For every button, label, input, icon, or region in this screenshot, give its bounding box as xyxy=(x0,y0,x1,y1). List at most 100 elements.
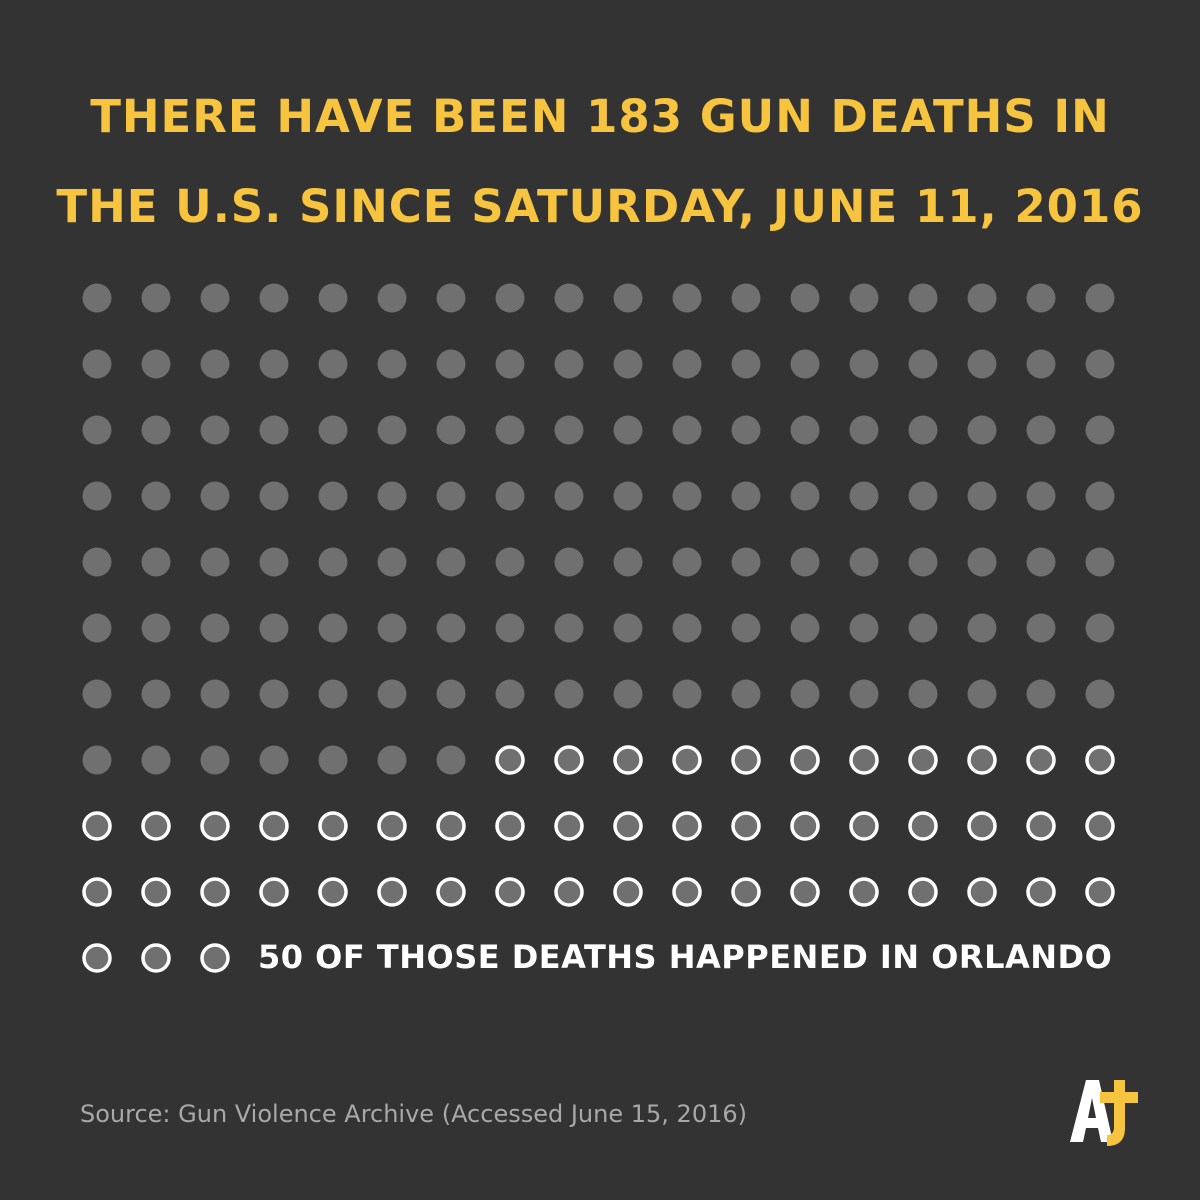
dot-orlando xyxy=(733,813,759,839)
dot-orlando xyxy=(202,945,228,971)
dot-orlando xyxy=(674,813,700,839)
dot-orlando xyxy=(733,879,759,905)
dot-other xyxy=(201,680,230,709)
dot-other xyxy=(732,350,761,379)
dot-other xyxy=(673,350,702,379)
dot-other xyxy=(201,746,230,775)
dot-other xyxy=(437,350,466,379)
dot-orlando xyxy=(851,879,877,905)
dot-other xyxy=(378,416,407,445)
dot-other xyxy=(673,680,702,709)
dot-other xyxy=(614,548,643,577)
dot-other xyxy=(1086,614,1115,643)
dot-other xyxy=(555,482,584,511)
dot-other xyxy=(555,548,584,577)
dot-orlando xyxy=(84,813,110,839)
dot-other xyxy=(968,416,997,445)
dot-other xyxy=(260,548,289,577)
dot-other xyxy=(909,614,938,643)
dot-other xyxy=(437,416,466,445)
dot-other xyxy=(968,284,997,313)
dot-other xyxy=(555,416,584,445)
dot-other xyxy=(496,284,525,313)
dot-other xyxy=(1027,350,1056,379)
dot-other xyxy=(142,680,171,709)
dot-orlando xyxy=(438,813,464,839)
dot-orlando xyxy=(910,747,936,773)
dot-orlando xyxy=(1087,747,1113,773)
dot-other xyxy=(555,614,584,643)
dot-other xyxy=(968,350,997,379)
dot-orlando xyxy=(261,879,287,905)
dot-other xyxy=(1086,548,1115,577)
dot-other xyxy=(142,614,171,643)
dot-orlando xyxy=(674,879,700,905)
dot-other xyxy=(260,284,289,313)
dot-other xyxy=(378,680,407,709)
dot-other xyxy=(319,416,348,445)
dot-other xyxy=(673,614,702,643)
dot-orlando xyxy=(143,879,169,905)
dot-orlando xyxy=(1028,813,1054,839)
dot-other xyxy=(83,680,112,709)
dot-other xyxy=(732,548,761,577)
dot-orlando xyxy=(910,813,936,839)
dot-other xyxy=(909,416,938,445)
dot-other xyxy=(1027,416,1056,445)
dot-orlando xyxy=(792,879,818,905)
dot-other xyxy=(201,416,230,445)
dot-orlando xyxy=(733,747,759,773)
dot-orlando xyxy=(1028,747,1054,773)
dot-other xyxy=(437,614,466,643)
dot-other xyxy=(909,284,938,313)
dot-other xyxy=(673,548,702,577)
dot-other xyxy=(968,614,997,643)
dot-other xyxy=(437,746,466,775)
dot-other xyxy=(260,350,289,379)
dot-other xyxy=(378,482,407,511)
dot-other xyxy=(142,746,171,775)
dot-other xyxy=(319,680,348,709)
dot-other xyxy=(732,680,761,709)
dot-other xyxy=(791,482,820,511)
dot-other xyxy=(732,482,761,511)
dot-orlando xyxy=(84,945,110,971)
dot-orlando xyxy=(320,813,346,839)
dot-other xyxy=(319,284,348,313)
dot-other xyxy=(319,548,348,577)
dot-other xyxy=(791,614,820,643)
dot-other xyxy=(496,416,525,445)
dot-other xyxy=(437,482,466,511)
dot-other xyxy=(732,284,761,313)
dot-other xyxy=(732,614,761,643)
dot-other xyxy=(319,746,348,775)
dot-other xyxy=(83,614,112,643)
dot-other xyxy=(142,548,171,577)
dot-orlando xyxy=(1087,813,1113,839)
dot-orlando xyxy=(1087,879,1113,905)
dot-orlando xyxy=(497,879,523,905)
dot-orlando xyxy=(1028,879,1054,905)
dot-other xyxy=(909,548,938,577)
dot-other xyxy=(850,350,879,379)
dot-other xyxy=(496,482,525,511)
dot-other xyxy=(1027,284,1056,313)
dot-other xyxy=(260,746,289,775)
logo-j-stroke xyxy=(1107,1080,1125,1146)
dot-other xyxy=(850,680,879,709)
dot-other xyxy=(968,482,997,511)
dot-other xyxy=(909,350,938,379)
dot-orlando xyxy=(202,879,228,905)
dot-other xyxy=(378,350,407,379)
dot-other xyxy=(614,350,643,379)
dot-other xyxy=(850,614,879,643)
dot-orlando xyxy=(320,879,346,905)
dot-other xyxy=(437,284,466,313)
dot-other xyxy=(201,614,230,643)
dot-other xyxy=(142,284,171,313)
dot-other xyxy=(142,482,171,511)
dot-other xyxy=(496,614,525,643)
dot-other xyxy=(850,548,879,577)
